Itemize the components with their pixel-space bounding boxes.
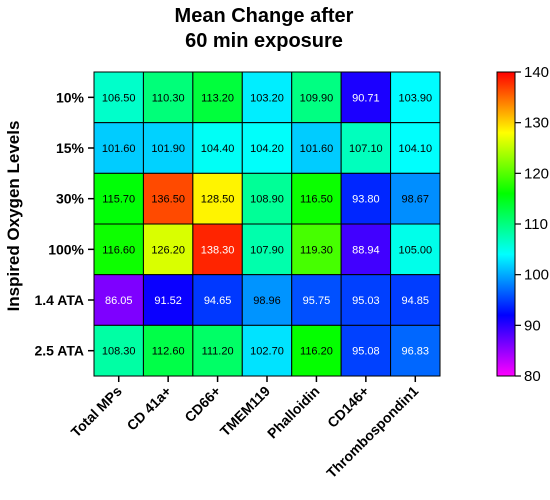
heatmap-cell-value: 103.20 <box>250 92 284 104</box>
colorbar-tick-label: 100 <box>524 267 549 284</box>
heatmap-cell-value: 115.70 <box>102 194 135 206</box>
column-tick-label: CD66+ <box>181 383 223 425</box>
heatmap-cell <box>142 172 194 225</box>
heatmap-cell-value: 116.60 <box>102 244 135 256</box>
heatmap-cell <box>291 172 342 225</box>
heatmap-cell-value: 109.90 <box>300 92 334 104</box>
heatmap-cell-value: 98.67 <box>402 194 430 206</box>
heatmap-cell-value: 104.20 <box>250 143 284 155</box>
heatmap-cell-value: 108.90 <box>250 194 284 206</box>
heatmap-cell-value: 98.96 <box>253 295 281 307</box>
colorbar-tick-label: 90 <box>524 317 541 334</box>
heatmap-cell-value: 94.85 <box>402 295 430 307</box>
colorbar-gradient <box>496 71 516 377</box>
row-tick-label: 2.5 ATA <box>34 343 84 359</box>
heatmap-cell-value: 138.30 <box>201 244 235 256</box>
heatmap-cell-value: 95.08 <box>352 346 380 358</box>
column-tick-label: CD146+ <box>324 383 372 431</box>
row-tick-label: 30% <box>56 191 85 207</box>
heatmap-cell <box>192 122 243 174</box>
heatmap-cell <box>93 71 144 124</box>
heatmap-cell <box>390 122 441 174</box>
heatmap-cells: 106.50 110.30 113.20 103.20 109.90 90.71 103.9… <box>93 71 441 377</box>
column-tick-label: Phalloidin <box>264 383 323 442</box>
heatmap-cell <box>291 122 342 174</box>
heatmap-cell-value: 128.50 <box>201 194 235 206</box>
heatmap-cell-value: 136.50 <box>151 194 185 206</box>
y-axis-label: Inspired Oxygen Levels <box>4 121 23 312</box>
heatmap-cell <box>93 223 144 276</box>
chart-title-line-1: Mean Change after <box>175 5 354 27</box>
heatmap-cell-value: 111.20 <box>202 346 234 358</box>
heatmap-cell-value: 107.10 <box>349 143 383 155</box>
heatmap-cell-value: 112.60 <box>152 346 185 358</box>
column-tick-label: Total MPs <box>68 383 125 440</box>
row-tick-label: 15% <box>56 140 85 156</box>
colorbar-ticks: 80 90 100 110 120 130 140 <box>515 64 549 385</box>
heatmap-cell-value: 119.30 <box>300 244 333 256</box>
heatmap-cell <box>142 324 194 377</box>
heatmap-cell-value: 91.52 <box>154 295 182 307</box>
colorbar-tick-label: 80 <box>524 368 541 385</box>
heatmap-cell <box>390 223 441 276</box>
colorbar-tick-label: 120 <box>524 165 549 182</box>
colorbar-tick-label: 110 <box>524 216 548 233</box>
heatmap-cell-value: 102.70 <box>250 346 284 358</box>
heatmap-cell-value: 106.50 <box>102 92 136 104</box>
heatmap-cell <box>192 274 243 326</box>
column-tick-label: CD 41a+ <box>124 383 175 434</box>
heatmap-cell-value: 107.90 <box>250 244 284 256</box>
heatmap-cell-value: 90.71 <box>352 92 380 104</box>
heatmap-cell <box>241 324 293 377</box>
heatmap-cell-value: 105.00 <box>398 244 432 256</box>
heatmap-cell-value: 95.03 <box>352 295 380 307</box>
heatmap-cell <box>192 71 243 124</box>
heatmap-cell-value: 101.60 <box>300 143 334 155</box>
heatmap-cell-value: 96.83 <box>402 346 430 358</box>
heatmap-cell-value: 88.94 <box>352 244 380 256</box>
colorbar: 80 90 100 110 120 130 140 <box>496 64 549 385</box>
heatmap-cell-value: 104.40 <box>201 143 235 155</box>
heatmap-cell-value: 110.30 <box>152 92 185 104</box>
heatmap-cell-value: 126.20 <box>151 244 185 256</box>
row-tick-label: 10% <box>56 89 85 105</box>
colorbar-tick-label: 140 <box>524 64 549 81</box>
heatmap-cell-value: 101.90 <box>151 143 185 155</box>
heatmap-cell <box>192 172 243 225</box>
heatmap-cell <box>142 223 194 276</box>
chart-title-line-2: 60 min exposure <box>185 30 343 52</box>
heatmap-cell <box>340 223 392 276</box>
heatmap-cell <box>340 172 392 225</box>
heatmap-cell-value: 116.50 <box>300 194 333 206</box>
heatmap-cell <box>390 172 441 225</box>
heatmap-cell <box>93 324 144 377</box>
heatmap-cell <box>291 324 342 377</box>
heatmap-cell <box>390 324 441 377</box>
colorbar-tick-label: 130 <box>524 115 549 132</box>
heatmap-cell-value: 116.20 <box>300 346 333 358</box>
heatmap-cell <box>340 71 392 124</box>
heatmap-cell-value: 113.20 <box>201 92 234 104</box>
heatmap-cell <box>93 274 144 326</box>
row-tick-label: 1.4 ATA <box>34 292 84 308</box>
column-tick-label: Thrombospondin1 <box>323 383 421 481</box>
heatmap-cell-value: 101.60 <box>102 143 136 155</box>
row-tick-label: 100% <box>48 241 84 257</box>
row-tick-labels: 10% 15% 30% 100% 1.4 ATA 2.5 ATA <box>34 89 94 359</box>
heatmap-cell-value: 103.90 <box>398 92 432 104</box>
heatmap-cell <box>241 172 293 225</box>
heatmap-cell-value: 94.65 <box>204 295 232 307</box>
heatmap-cell <box>142 71 194 124</box>
heatmap-cell-value: 86.05 <box>105 295 133 307</box>
heatmap-cell-value: 95.75 <box>303 295 331 307</box>
heatmap-cell-value: 93.80 <box>352 194 380 206</box>
heatmap-cell-value: 108.30 <box>102 346 136 358</box>
heatmap-cell-value: 104.10 <box>398 143 432 155</box>
